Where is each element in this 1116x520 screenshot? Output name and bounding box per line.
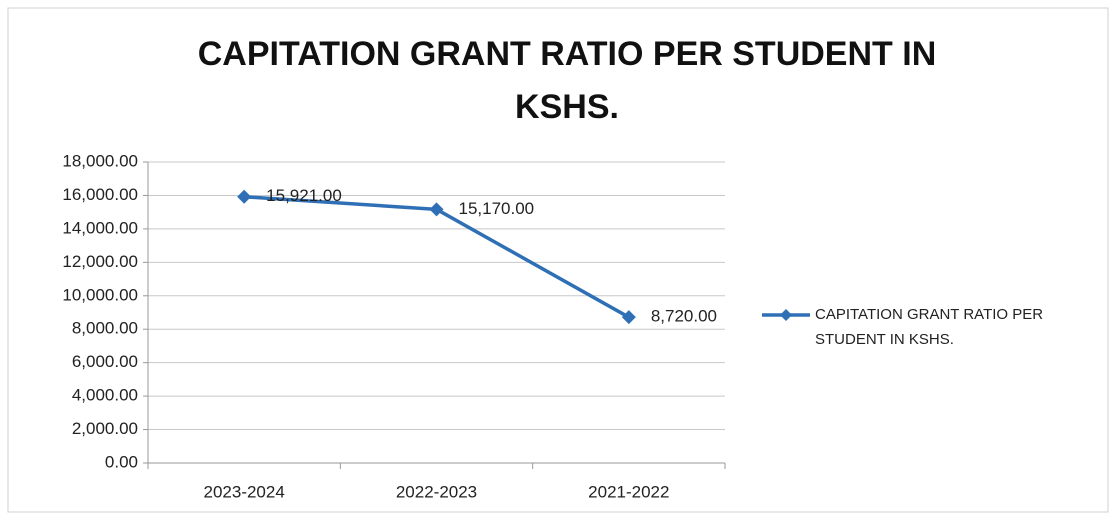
- y-tick-label: 12,000.00: [62, 252, 138, 271]
- x-tick-label: 2023-2024: [204, 482, 285, 501]
- y-tick-label: 16,000.00: [62, 185, 138, 204]
- data-marker: [237, 189, 252, 204]
- y-tick-label: 18,000.00: [62, 151, 138, 170]
- data-label: 15,170.00: [459, 199, 535, 218]
- y-tick-label: 8,000.00: [72, 319, 138, 338]
- x-tick-label: 2022-2023: [396, 482, 477, 501]
- y-tick-label: 6,000.00: [72, 352, 138, 371]
- y-tick-label: 10,000.00: [62, 285, 138, 304]
- x-tick-label: 2021-2022: [588, 482, 669, 501]
- data-marker: [621, 310, 636, 325]
- chart-title: CAPITATION GRANT RATIO PER STUDENT IN KS…: [197, 35, 937, 126]
- y-tick-label: 2,000.00: [72, 419, 138, 438]
- legend-label: CAPITATION GRANT RATIO PER STUDENT IN KS…: [815, 306, 1044, 348]
- y-tick-label: 4,000.00: [72, 386, 138, 405]
- data-marker: [429, 202, 444, 217]
- y-tick-label: 0.00: [105, 452, 138, 471]
- legend-marker: [780, 309, 792, 321]
- y-tick-label: 14,000.00: [62, 218, 138, 237]
- data-label: 8,720.00: [651, 307, 717, 326]
- data-label: 15,921.00: [266, 186, 342, 205]
- chart-border: [7, 7, 1109, 513]
